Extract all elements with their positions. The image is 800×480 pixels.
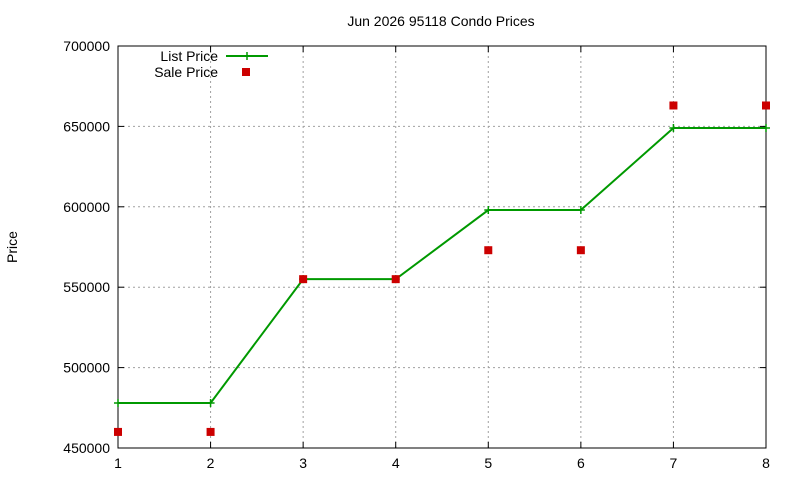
legend-marker-list-price	[243, 52, 251, 60]
sale-price-point	[391, 275, 400, 284]
legend-label: Sale Price	[154, 64, 218, 80]
sale-price-point	[669, 101, 678, 110]
list-price-point	[576, 206, 585, 215]
x-tick-label: 6	[577, 455, 585, 471]
y-tick-label: 650000	[63, 118, 110, 134]
x-tick-label: 4	[392, 455, 400, 471]
x-tick-label: 8	[762, 455, 770, 471]
y-tick-label: 550000	[63, 279, 110, 295]
series-list-price	[114, 124, 770, 407]
sale-price-point	[299, 275, 308, 284]
grid-lines	[118, 46, 766, 448]
series-layer	[114, 101, 770, 436]
x-tick-label: 3	[299, 455, 307, 471]
chart-title: Jun 2026 95118 Condo Prices	[347, 13, 534, 29]
x-tick-label: 5	[484, 455, 492, 471]
x-tick-label: 1	[114, 455, 122, 471]
plot-frame	[117, 45, 767, 449]
list-price-point	[114, 398, 122, 407]
y-tick-label: 500000	[63, 360, 110, 376]
series-sale-price	[114, 101, 770, 436]
x-tick-label: 2	[207, 455, 215, 471]
x-tick-label: 7	[670, 455, 678, 471]
sale-price-point	[576, 246, 585, 255]
legend-label: List Price	[160, 48, 218, 64]
y-axis-label: Price	[4, 231, 20, 263]
y-tick-label: 700000	[63, 38, 110, 54]
legend-swatch-sale-price	[242, 68, 250, 76]
axis-ticks: 1 2 3 4 5 6 7 8 450000 500000 550000 600000 650000 70…	[63, 38, 770, 471]
sale-price-point	[762, 101, 770, 110]
list-price-point	[206, 398, 215, 407]
list-price-point	[669, 124, 678, 133]
y-tick-label: 450000	[63, 440, 110, 456]
sale-price-point	[206, 427, 215, 436]
y-tick-label: 600000	[63, 199, 110, 215]
sale-price-point	[484, 246, 493, 255]
list-price-point	[484, 206, 493, 215]
sale-price-point	[114, 427, 122, 436]
list-price-point	[762, 124, 770, 133]
list-price-line	[118, 127, 766, 404]
